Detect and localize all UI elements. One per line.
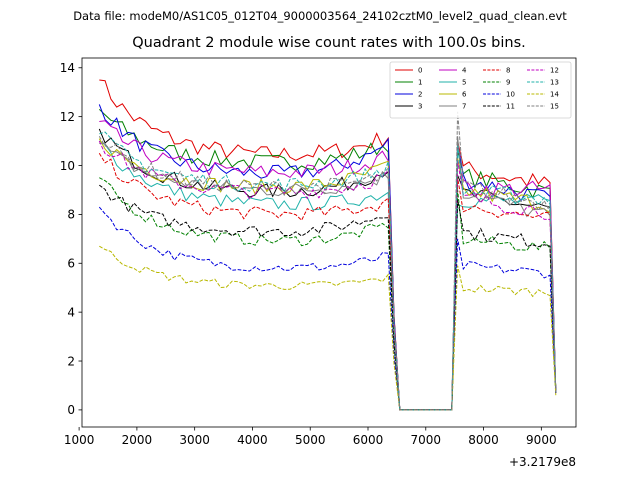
- x-tick-label: 8000: [468, 433, 499, 447]
- x-tick-label: 5000: [295, 433, 326, 447]
- y-tick-label: 14: [60, 61, 75, 75]
- x-tick-label: 6000: [353, 433, 384, 447]
- series-line-10: [98, 206, 557, 411]
- series-line-2: [98, 104, 557, 411]
- legend-label-3: 3: [418, 103, 422, 111]
- x-tick-label: 1000: [64, 433, 95, 447]
- x-tick-label: 9000: [526, 433, 557, 447]
- y-tick-label: 4: [67, 305, 75, 319]
- legend-label-11: 11: [506, 103, 515, 111]
- legend-label-5: 5: [462, 79, 466, 87]
- series-lines: [98, 79, 557, 411]
- y-tick-label: 6: [67, 257, 75, 271]
- series-line-11: [99, 184, 557, 411]
- x-tick-label: 2000: [122, 433, 153, 447]
- series-line-12: [98, 140, 557, 411]
- legend-box: [389, 61, 572, 119]
- legend-label-10: 10: [506, 91, 515, 99]
- axes: 1000 2000 3000 4000 5000 6000 7000 8000 9000 0 2 4 6…: [60, 57, 577, 447]
- y-tick-label: 2: [67, 354, 75, 368]
- y-tick-label: 10: [60, 159, 75, 173]
- x-tick-label: 4000: [237, 433, 268, 447]
- x-offset-label: +3.2179e8: [509, 455, 576, 469]
- y-tick-label: 12: [60, 110, 75, 124]
- series-line-9: [99, 177, 557, 411]
- legend-label-9: 9: [506, 79, 510, 87]
- series-line-3: [98, 128, 557, 411]
- legend-label-1: 1: [418, 79, 422, 87]
- suptitle: Data file: modeM0/AS1C05_012T04_90000035…: [73, 9, 567, 23]
- legend-label-6: 6: [462, 91, 467, 99]
- axes-frame: [81, 57, 577, 428]
- series-line-6: [98, 138, 557, 411]
- legend-label-12: 12: [550, 67, 559, 75]
- legend-label-8: 8: [506, 67, 510, 75]
- legend-label-2: 2: [418, 91, 422, 99]
- series-line-0: [99, 79, 557, 411]
- x-tick-label: 3000: [179, 433, 210, 447]
- x-tick-label: 7000: [411, 433, 442, 447]
- legend-label-14: 14: [550, 91, 559, 99]
- legend-label-0: 0: [418, 67, 422, 75]
- series-line-5: [99, 140, 557, 411]
- legend-label-13: 13: [550, 79, 559, 87]
- series-line-14: [99, 245, 557, 411]
- series-line-13: [99, 131, 557, 411]
- series-line-1: [98, 108, 557, 411]
- y-tick-label: 8: [67, 208, 75, 222]
- y-tick-label: 0: [67, 403, 75, 417]
- chart-title: Quadrant 2 module wise count rates with …: [132, 35, 526, 51]
- legend-label-4: 4: [462, 67, 467, 75]
- series-line-8: [98, 153, 557, 411]
- legend-label-7: 7: [462, 103, 466, 111]
- legend-label-15: 15: [550, 103, 559, 111]
- series-line-4: [99, 120, 557, 411]
